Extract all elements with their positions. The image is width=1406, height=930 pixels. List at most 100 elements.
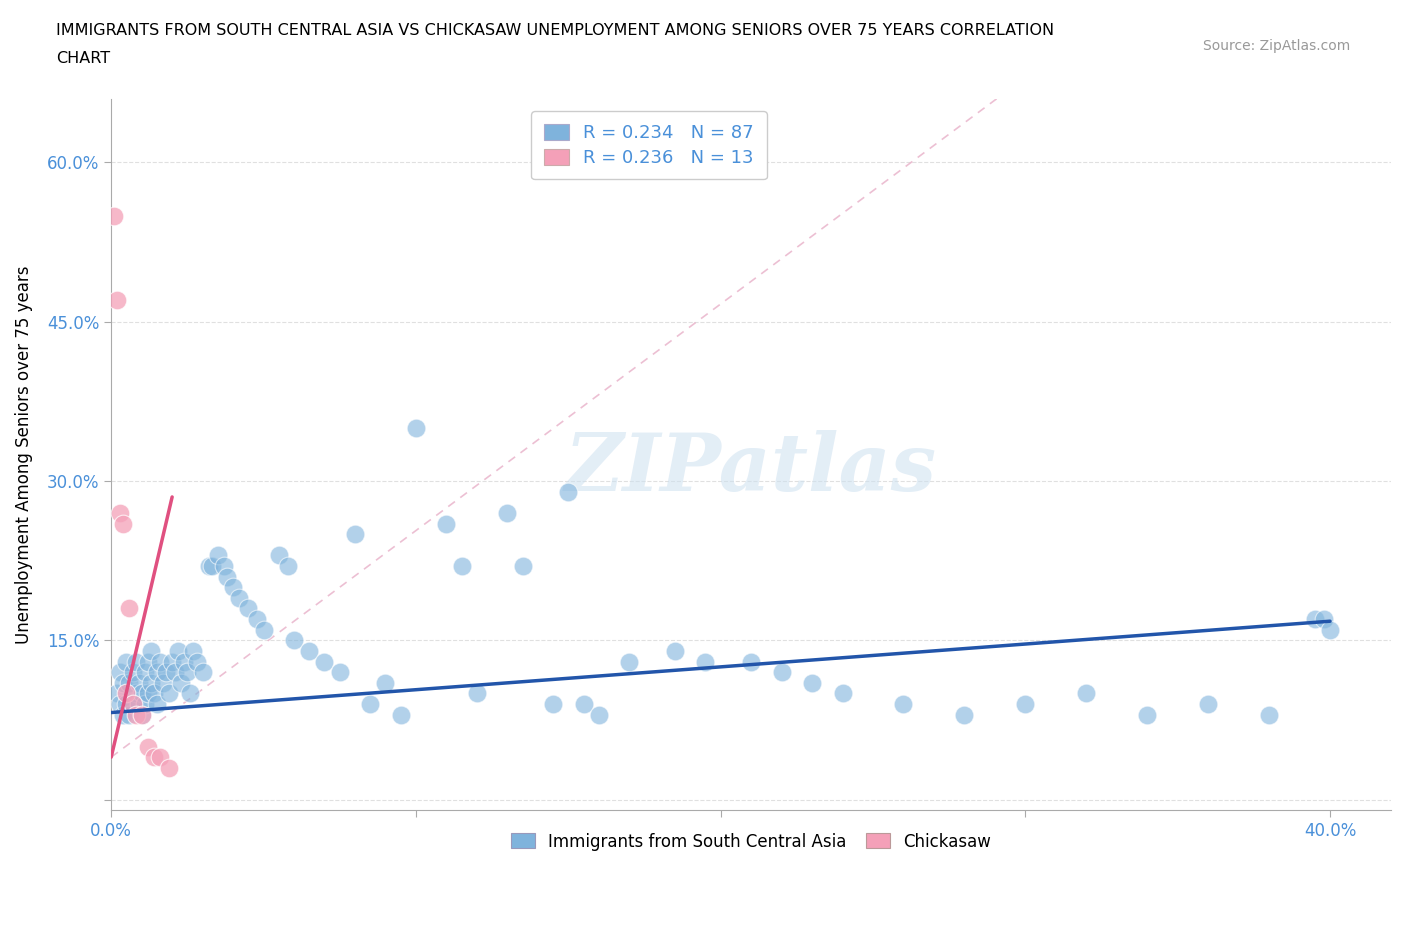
Point <box>496 505 519 520</box>
Point <box>557 485 579 499</box>
Point <box>149 654 172 669</box>
Point <box>128 675 150 690</box>
Point <box>112 516 135 531</box>
Point <box>1136 707 1159 722</box>
Point <box>179 686 201 701</box>
Point <box>149 750 172 764</box>
Point <box>405 420 427 435</box>
Text: IMMIGRANTS FROM SOUTH CENTRAL ASIA VS CHICKASAW UNEMPLOYMENT AMONG SENIORS OVER : IMMIGRANTS FROM SOUTH CENTRAL ASIA VS CH… <box>56 23 1054 38</box>
Point <box>953 707 976 722</box>
Point <box>112 707 135 722</box>
Point <box>160 654 183 669</box>
Point <box>770 665 793 680</box>
Point <box>139 675 162 690</box>
Point <box>112 675 135 690</box>
Point <box>664 644 686 658</box>
Point <box>374 675 396 690</box>
Point <box>105 686 128 701</box>
Point <box>343 526 366 541</box>
Point <box>267 548 290 563</box>
Point <box>201 559 224 574</box>
Point <box>142 750 165 764</box>
Point <box>128 697 150 711</box>
Point <box>103 208 125 223</box>
Point <box>1319 622 1341 637</box>
Point <box>115 686 138 701</box>
Point <box>450 559 472 574</box>
Point <box>1197 697 1219 711</box>
Point <box>1258 707 1281 722</box>
Point <box>228 591 250 605</box>
Point <box>121 697 143 711</box>
Point <box>124 686 146 701</box>
Point <box>124 707 146 722</box>
Point <box>146 697 169 711</box>
Point <box>298 644 321 658</box>
Point <box>157 686 180 701</box>
Point <box>1014 697 1036 711</box>
Point <box>619 654 641 669</box>
Point <box>1313 612 1336 627</box>
Point <box>541 697 564 711</box>
Point <box>136 686 159 701</box>
Point <box>389 707 412 722</box>
Point <box>131 707 153 722</box>
Point <box>152 675 174 690</box>
Point <box>222 579 245 594</box>
Point <box>131 707 153 722</box>
Point <box>139 644 162 658</box>
Point <box>695 654 717 669</box>
Point <box>121 665 143 680</box>
Point <box>131 686 153 701</box>
Point <box>157 761 180 776</box>
Point <box>359 697 381 711</box>
Point <box>121 697 143 711</box>
Point <box>183 644 205 658</box>
Point <box>283 633 305 648</box>
Point <box>740 654 762 669</box>
Point <box>118 675 141 690</box>
Point <box>165 665 187 680</box>
Point <box>238 601 260 616</box>
Point <box>118 707 141 722</box>
Point <box>155 665 177 680</box>
Point <box>831 686 853 701</box>
Point <box>434 516 457 531</box>
Point <box>572 697 595 711</box>
Point <box>588 707 610 722</box>
Text: CHART: CHART <box>56 51 110 66</box>
Point <box>115 697 138 711</box>
Point <box>252 622 274 637</box>
Point <box>215 569 238 584</box>
Point <box>197 559 219 574</box>
Point <box>134 697 156 711</box>
Point <box>110 505 132 520</box>
Y-axis label: Unemployment Among Seniors over 75 years: Unemployment Among Seniors over 75 years <box>15 265 32 644</box>
Point <box>118 601 141 616</box>
Point <box>105 293 128 308</box>
Point <box>146 665 169 680</box>
Point <box>314 654 336 669</box>
Point <box>142 686 165 701</box>
Point <box>176 665 198 680</box>
Point <box>167 644 190 658</box>
Point <box>136 739 159 754</box>
Point <box>170 675 193 690</box>
Point <box>136 654 159 669</box>
Point <box>115 654 138 669</box>
Point <box>246 612 269 627</box>
Point <box>1303 612 1326 627</box>
Text: Source: ZipAtlas.com: Source: ZipAtlas.com <box>1202 39 1350 53</box>
Point <box>465 686 488 701</box>
Point <box>124 654 146 669</box>
Point <box>277 559 299 574</box>
Point <box>893 697 915 711</box>
Legend: Immigrants from South Central Asia, Chickasaw: Immigrants from South Central Asia, Chic… <box>503 824 1000 858</box>
Point <box>134 665 156 680</box>
Point <box>173 654 195 669</box>
Point <box>110 697 132 711</box>
Point <box>1076 686 1098 701</box>
Point <box>207 548 229 563</box>
Point <box>512 559 534 574</box>
Point <box>110 665 132 680</box>
